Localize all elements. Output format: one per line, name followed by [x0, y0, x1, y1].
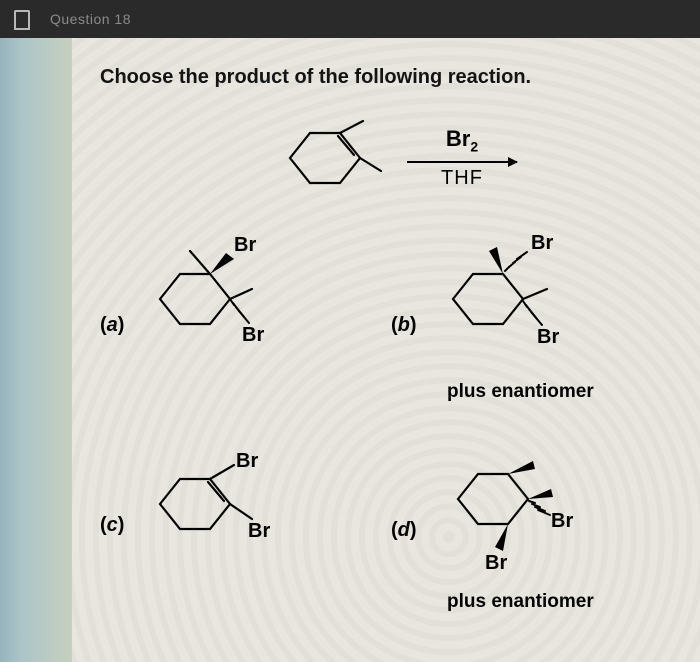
answer-options: (a) Br Br [100, 219, 672, 639]
left-gutter [0, 38, 72, 662]
question-page: Choose the product of the following reac… [72, 38, 700, 662]
option-b-label: (b) [391, 314, 417, 337]
reagent-sub: 2 [470, 139, 478, 155]
option-a[interactable]: (a) Br Br [100, 219, 381, 419]
option-d-label: (d) [391, 519, 417, 542]
option-c-br-bot: Br [248, 520, 270, 542]
option-d-structure: Br Br [423, 419, 623, 589]
option-d-br-right: Br [551, 510, 573, 532]
option-b-br-top: Br [531, 232, 553, 254]
reagent-top: Br2 [446, 126, 478, 154]
option-b-structure: Br Br [423, 219, 603, 379]
option-b-br-bot: Br [537, 326, 559, 348]
option-c-label: (c) [100, 514, 124, 537]
option-a-br-top: Br [234, 234, 256, 256]
document-icon [14, 10, 30, 28]
reaction-arrow-block: Br2 THF [407, 126, 517, 189]
reaction-scheme: Br2 THF [100, 103, 672, 213]
option-b-caption: plus enantiomer [447, 381, 594, 403]
option-d-br-left: Br [485, 552, 507, 574]
reactant-structure [255, 103, 385, 213]
question-prompt: Choose the product of the following reac… [100, 66, 672, 89]
option-a-br-bot: Br [242, 324, 264, 346]
reagent-bottom: THF [441, 167, 483, 190]
option-a-label: (a) [100, 314, 124, 337]
reaction-arrow [407, 161, 517, 163]
option-d-caption: plus enantiomer [447, 591, 594, 613]
reagent-br: Br [446, 126, 470, 151]
option-c-br-top: Br [236, 450, 258, 472]
option-a-structure: Br Br [130, 219, 300, 379]
option-c[interactable]: (c) Br Br [100, 419, 381, 639]
browser-top-bar: Question 18 [0, 0, 700, 38]
option-b[interactable]: (b) [391, 219, 672, 419]
option-d[interactable]: (d) Br [391, 419, 672, 639]
option-c-structure: Br Br [130, 419, 300, 579]
tab-title: Question 18 [50, 11, 131, 27]
